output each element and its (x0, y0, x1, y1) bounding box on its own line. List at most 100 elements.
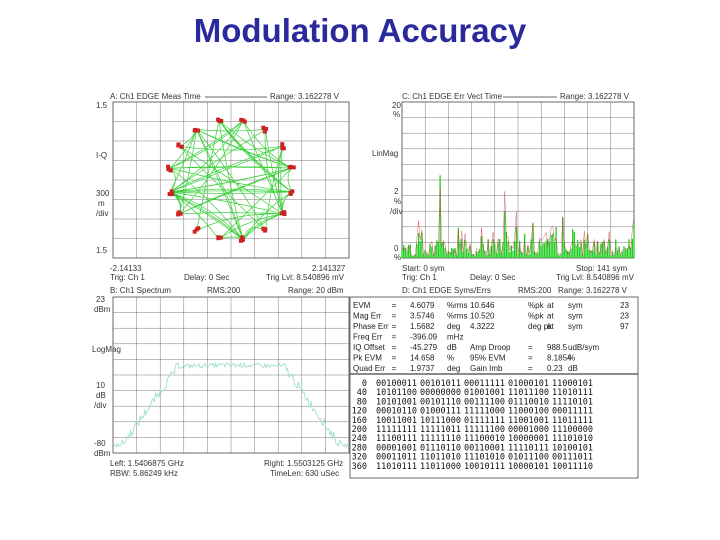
metric-cell: sym (568, 301, 583, 310)
panel-c-start: Start: 0 sym (402, 264, 445, 273)
trajectory-path (168, 119, 293, 241)
metric-cell: 988.5 (547, 343, 568, 352)
constellation-point (282, 212, 287, 217)
panel-b-y-top-0: 23 (96, 295, 105, 304)
metric-cell: = (392, 312, 397, 321)
symbol-bits: 11110111 (508, 443, 549, 453)
constellation-point (192, 229, 197, 234)
symbol-index: 0 (362, 379, 367, 389)
symbol-index: 280 (352, 443, 367, 453)
constellation-point (241, 118, 246, 123)
symbol-bits: 11011100 (508, 388, 549, 398)
panel-a-trig: Trig: Ch 1 (110, 273, 145, 282)
panel-c-y-div-0: 2 (394, 187, 399, 196)
symbol-bits: 11010111 (552, 388, 593, 398)
symbol-bits: 01000101 (508, 379, 549, 389)
metric-cell: Phase Err (353, 322, 389, 331)
symbol-bits: 10000001 (508, 434, 549, 444)
constellation-point (239, 117, 244, 122)
panel-c-error-vector: C: Ch1 EDGE Err Vect Time Range: 3.16227… (372, 92, 635, 282)
metric-cell: 10.646 (470, 301, 495, 310)
symbol-index: 360 (352, 462, 367, 472)
metric-cell: = (528, 343, 533, 352)
metric-cell: udB/sym (568, 343, 599, 352)
metric-cell: 0.23 (547, 364, 563, 373)
panel-a-y-div-0: 300 (96, 189, 110, 198)
constellation-point (219, 118, 224, 123)
symbol-bits: 00110001 (464, 443, 505, 453)
constellation-point (240, 235, 245, 240)
constellation-point (192, 128, 197, 133)
constellation-point (166, 167, 171, 172)
symbol-bits: 11110101 (552, 397, 593, 407)
symbol-bits: 11011010 (420, 453, 461, 463)
panel-c-y-bot-0: 0 (394, 244, 399, 253)
error-vector-trace (401, 175, 635, 258)
constellation-point (287, 165, 292, 170)
panel-b-rms: RMS:200 (207, 286, 241, 295)
symbol-bits: 11111111 (376, 425, 417, 435)
panel-d-syms-errs: D: Ch1 EDGE Syms/Errs RMS:200 Range: 3.1… (349, 286, 639, 479)
symbol-bits: 00011011 (376, 453, 417, 463)
metric-cell: at (547, 322, 554, 331)
constellation-point (179, 144, 184, 149)
analyzer-display: A: Ch1 EDGE Meas Time Range: 3.162278 V … (92, 92, 639, 479)
metric-cell: 10.520 (470, 312, 495, 321)
constellation-point (166, 164, 171, 169)
metric-cell: = (392, 333, 397, 342)
constellation-point (196, 128, 201, 133)
constellation-point (262, 129, 267, 134)
metric-cell: 23 (620, 301, 629, 310)
constellation-point (178, 211, 183, 216)
constellation-point (263, 126, 268, 131)
symbol-bits: 10011110 (552, 462, 593, 472)
symbol-bits: 11001001 (508, 416, 549, 426)
panel-a-y-div-2: /div (96, 209, 108, 218)
metric-cell: 95% EVM (470, 354, 506, 363)
panel-c-y-bot-1: % (394, 253, 401, 262)
symbol-bits: 10101100 (376, 388, 417, 398)
panel-b-y-top-1: dBm (94, 305, 111, 314)
metric-cell: Freq Err (353, 333, 383, 342)
panel-a-constellation: A: Ch1 EDGE Meas Time Range: 3.162278 V … (96, 92, 350, 282)
constellation-point (290, 189, 295, 194)
constellation-point (280, 146, 285, 151)
panel-c-range: Range: 3.162278 V (560, 92, 630, 101)
constellation-point (280, 142, 285, 147)
symbol-bits: 10010111 (464, 462, 505, 472)
panel-c-grid (402, 102, 634, 258)
symbol-bits: 11011000 (420, 462, 461, 472)
constellation-point (167, 192, 172, 197)
metric-cell: % (447, 354, 454, 363)
symbol-bits: 00011111 (552, 407, 593, 417)
symbol-bits: 00001000 (508, 425, 549, 435)
metric-cell: = (528, 364, 533, 373)
panel-c-y-div-1: % (394, 197, 401, 206)
panel-b-y-mag: LogMag (92, 345, 121, 354)
metric-cell: = (392, 364, 397, 373)
constellation-point (176, 142, 181, 147)
symbol-bits: 11000100 (508, 407, 549, 417)
error-vector-line (401, 187, 635, 257)
metric-cell: % (568, 354, 575, 363)
symbol-bits: 11111011 (420, 425, 461, 435)
panel-b-y-bot-0: -80 (94, 439, 106, 448)
panel-c-y-top-1: % (393, 110, 400, 119)
constellation-point (170, 192, 175, 197)
panel-c-y-mag: LinMag (372, 149, 398, 158)
panel-a-y-div-1: m (98, 199, 105, 208)
panel-b-spectrum: B: Ch1 Spectrum RMS:200 Range: 20 dBm 23… (92, 286, 350, 478)
metric-cell: Amp Droop (470, 343, 511, 352)
panel-a-grid (113, 102, 349, 258)
constellation-point (288, 191, 293, 196)
panel-b-header: B: Ch1 Spectrum (110, 286, 171, 295)
panel-b-right: Right: 1.5503125 GHz (264, 459, 343, 468)
symbol-index: 40 (357, 388, 367, 398)
spectrum-line (112, 361, 350, 449)
symbol-index: 160 (352, 416, 367, 426)
panel-c-y-top-0: 20 (392, 101, 401, 110)
symbol-bits: 11000101 (552, 379, 593, 389)
symbol-bits: 11111000 (464, 407, 505, 417)
symbol-bits: 10101001 (376, 397, 417, 407)
